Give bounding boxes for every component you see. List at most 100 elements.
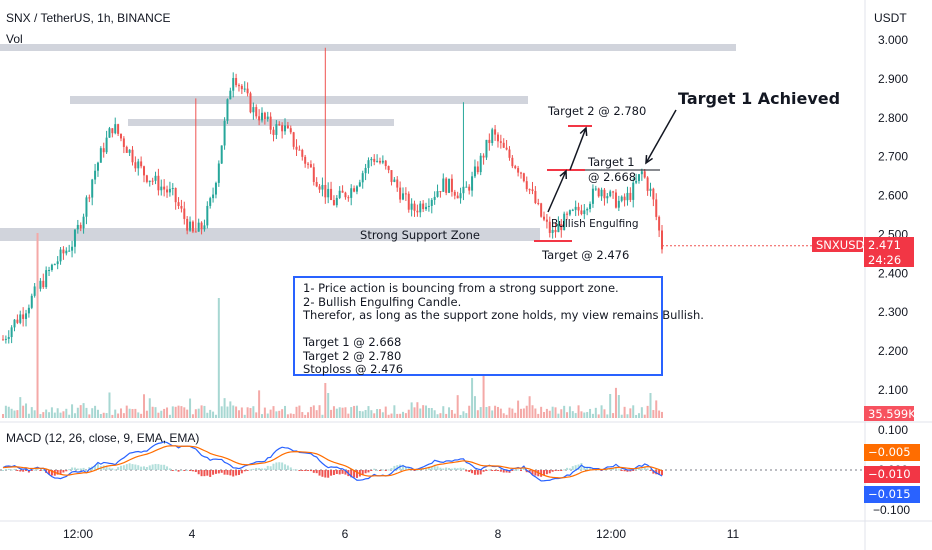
candle-body xyxy=(545,219,548,222)
candle-body xyxy=(620,196,623,201)
volume-bar xyxy=(655,400,658,418)
volume-bar xyxy=(606,414,609,418)
volume-bar xyxy=(33,410,36,418)
candle-body xyxy=(307,163,310,165)
candle-body xyxy=(289,128,292,133)
candle-body xyxy=(399,187,402,200)
arrow-to-target-2-head xyxy=(579,126,588,137)
candle-body xyxy=(419,203,422,213)
macd-histogram-bar xyxy=(292,469,295,471)
volume-bar xyxy=(623,406,626,418)
volume-bar xyxy=(583,412,586,418)
macd-histogram-bar xyxy=(330,470,333,476)
candle-body xyxy=(635,181,638,183)
candle-body xyxy=(600,189,603,197)
volume-bar xyxy=(522,408,525,418)
candle-body xyxy=(111,128,114,134)
bullish-engulfing-label: Bullish Engulfing xyxy=(551,218,639,230)
candle-body xyxy=(586,209,589,211)
macd-histogram-bar xyxy=(160,464,163,470)
macd-histogram-bar xyxy=(540,470,543,477)
volume-bar xyxy=(566,412,569,418)
volume-bar xyxy=(65,408,68,418)
candle-body xyxy=(471,176,474,191)
volume-bar xyxy=(427,407,430,418)
volume-bar xyxy=(661,411,663,418)
candle-body xyxy=(151,180,154,182)
volume-bar xyxy=(275,411,278,418)
macd-histogram-bar xyxy=(519,470,522,471)
macd-line-tag: −0.015 xyxy=(864,486,920,503)
volume-bar xyxy=(22,405,25,418)
macd-histogram-bar xyxy=(272,463,275,470)
note-line: Target 1 @ 2.668 xyxy=(303,335,402,349)
candle-body xyxy=(652,188,655,200)
volume-bar xyxy=(82,403,85,418)
candle-body xyxy=(623,196,626,201)
macd-histogram-bar xyxy=(502,470,505,473)
macd-histogram-bar xyxy=(197,470,200,475)
macd-histogram-bar xyxy=(554,470,557,471)
candle-body xyxy=(140,161,143,167)
candle-body xyxy=(235,78,238,86)
volume-bar xyxy=(571,411,574,418)
macd-histogram-bar xyxy=(200,470,203,477)
macd-histogram-bar xyxy=(39,470,42,471)
candle-body xyxy=(566,213,569,215)
candle-body xyxy=(416,210,419,213)
volume-bar xyxy=(312,405,315,418)
candle-body xyxy=(436,191,439,197)
candle-body xyxy=(295,146,298,150)
volume-bar xyxy=(577,405,580,418)
candle-body xyxy=(131,149,134,163)
volume-bar xyxy=(496,406,499,418)
candle-body xyxy=(33,286,36,296)
macd-histogram-bar xyxy=(557,470,560,471)
candle-body xyxy=(338,190,341,198)
macd-histogram-bar xyxy=(206,470,209,476)
volume-bar xyxy=(422,405,425,418)
volume-bar xyxy=(396,413,399,418)
volume-bar xyxy=(117,413,120,418)
macd-histogram-bar xyxy=(531,470,534,476)
volume-bar xyxy=(381,412,384,418)
volume-bar xyxy=(419,408,422,418)
volume-bar xyxy=(635,414,638,418)
macd-label: MACD (12, 26, close, 9, EMA, EMA) xyxy=(6,431,200,445)
volume-bar xyxy=(499,408,502,418)
candle-body xyxy=(456,195,459,199)
macd-histogram-bar xyxy=(321,470,324,477)
candle-body xyxy=(154,175,157,181)
macd-histogram-bar xyxy=(612,468,615,470)
macd-histogram-bar xyxy=(56,470,59,475)
volume-bar xyxy=(243,414,246,418)
macd-histogram-bar xyxy=(295,469,298,471)
candle-body xyxy=(606,196,609,199)
macd-histogram-bar xyxy=(7,468,10,470)
candle-body xyxy=(76,224,79,230)
volume-bar xyxy=(151,406,154,418)
volume-bar xyxy=(154,407,157,418)
macd-histogram-bar xyxy=(640,468,643,470)
candle-body xyxy=(514,166,517,169)
macd-histogram-bar xyxy=(370,470,373,471)
volume-bar xyxy=(465,413,468,418)
macd-tick-label: 0.100 xyxy=(878,423,908,437)
price-tick-label: 2.200 xyxy=(878,344,908,358)
volume-bar xyxy=(370,410,373,418)
macd-histogram-bar xyxy=(646,468,649,470)
macd-histogram-bar xyxy=(517,469,520,471)
volume-bar xyxy=(166,407,169,418)
price-tick-label: 2.900 xyxy=(878,72,908,86)
candle-body xyxy=(525,181,528,190)
candle-body xyxy=(122,138,125,147)
candle-body xyxy=(629,192,632,200)
candle-body xyxy=(442,178,445,192)
volume-bar xyxy=(543,411,546,418)
macd-histogram-bar xyxy=(163,464,166,470)
candle-body xyxy=(404,193,407,195)
macd-histogram-bar xyxy=(65,470,68,472)
note-line: 1- Price action is bouncing from a stron… xyxy=(303,281,619,295)
macd-histogram-bar xyxy=(62,470,65,473)
